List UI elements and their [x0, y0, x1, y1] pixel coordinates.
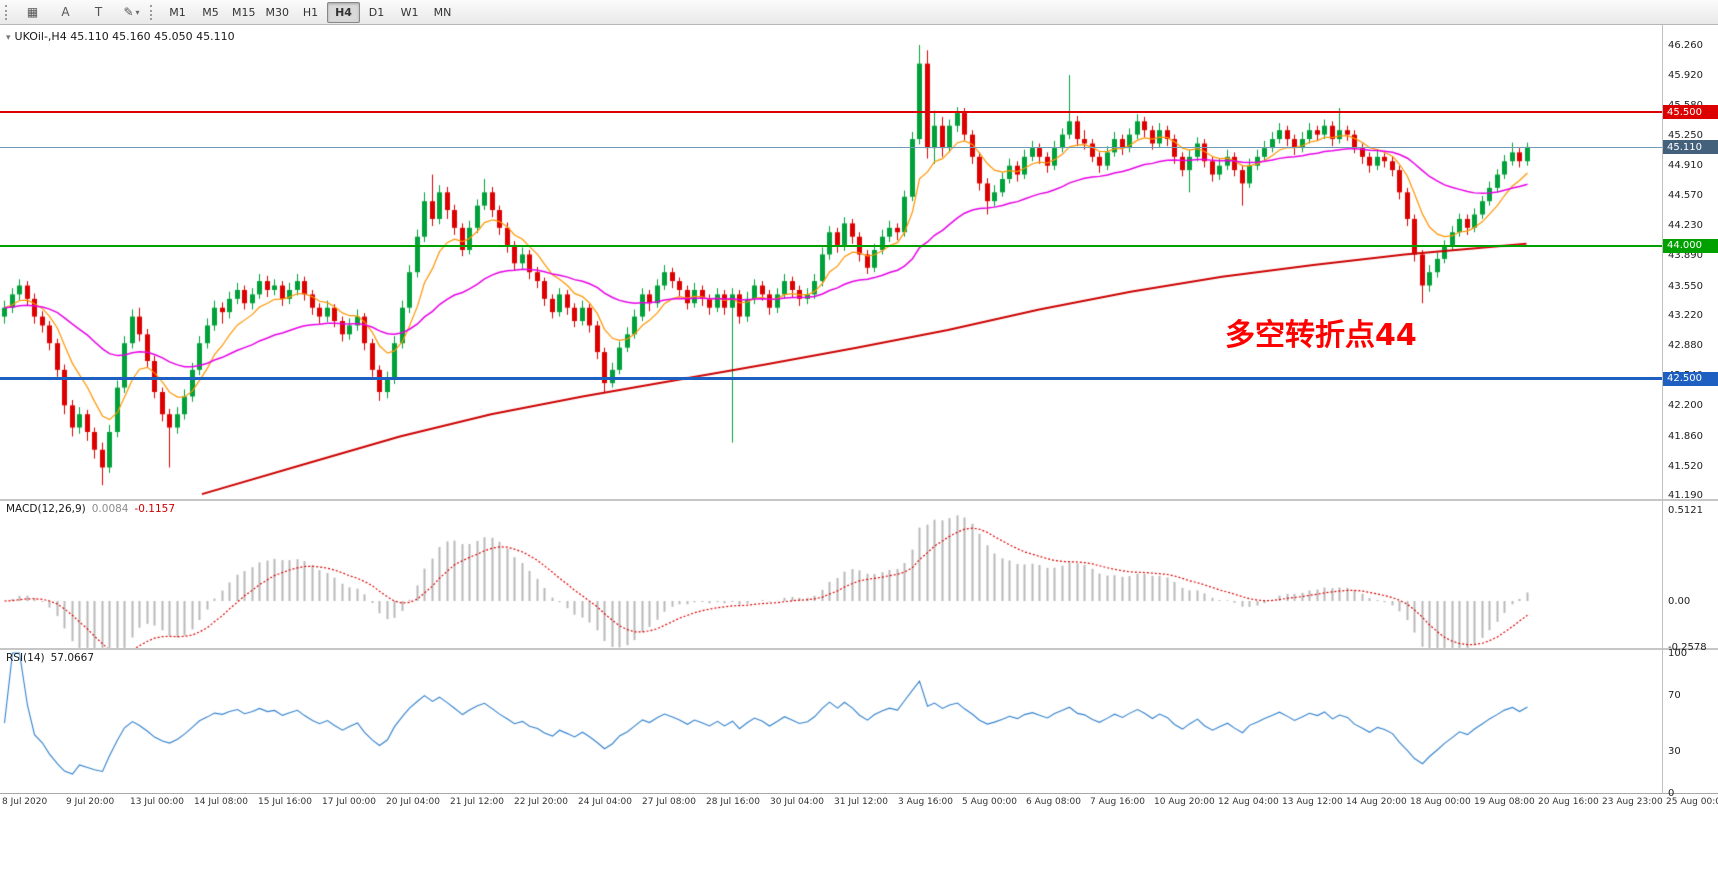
- label-tool-icon[interactable]: T: [94, 5, 103, 19]
- symbol-info: ▾ UKOil-,H4 45.110 45.160 45.050 45.110: [6, 30, 235, 43]
- chart-dropdown-icon[interactable]: ▾: [6, 33, 11, 43]
- time-axis-label: 21 Jul 12:00: [450, 797, 504, 807]
- timeframe-button-m15[interactable]: M15: [232, 5, 256, 19]
- resistance-line-price-tag: 45.500: [1663, 105, 1718, 120]
- time-axis-label: 30 Jul 04:00: [770, 797, 824, 807]
- time-axis-label: 17 Jul 00:00: [322, 797, 376, 807]
- price-axis-tick: 44.230: [1668, 220, 1703, 232]
- price-axis-tick: 44.570: [1668, 189, 1703, 201]
- time-axis-label: 10 Aug 20:00: [1154, 797, 1215, 807]
- rsi-name: RSI(14): [6, 652, 45, 664]
- macd-name: MACD(12,26,9): [6, 503, 86, 515]
- timeframe-button-m30[interactable]: M30: [265, 5, 290, 19]
- timeframe-button-h4[interactable]: H4: [327, 1, 360, 23]
- rsi-value: 57.0667: [50, 652, 95, 664]
- price-axis-tick: 46.260: [1668, 39, 1703, 51]
- timeframe-button-w1[interactable]: W1: [400, 5, 419, 19]
- time-axis-label: 31 Jul 12:00: [834, 797, 888, 807]
- pivot-line-price-tag: 44.000: [1663, 238, 1718, 253]
- time-axis-label: 20 Jul 04:00: [386, 797, 440, 807]
- macd-indicator-label: MACD(12,26,9) 0.0084 -0.1157: [6, 503, 175, 515]
- time-axis-label: 18 Aug 00:00: [1410, 797, 1471, 807]
- timeframe-button-h1[interactable]: H1: [302, 5, 319, 19]
- time-axis-label: 13 Aug 12:00: [1282, 797, 1343, 807]
- time-axis-label: 15 Jul 16:00: [258, 797, 312, 807]
- time-axis-label: 22 Jul 20:00: [514, 797, 568, 807]
- time-axis-label: 27 Jul 08:00: [642, 797, 696, 807]
- time-axis-label: 12 Aug 04:00: [1218, 797, 1279, 807]
- price-axis-line: [1662, 25, 1663, 794]
- time-axis-label: 8 Jul 2020: [2, 797, 48, 807]
- chart-window-icon[interactable]: ▦: [26, 5, 39, 19]
- time-axis-label: 23 Aug 23:00: [1602, 797, 1663, 807]
- pane-separator[interactable]: [0, 499, 1718, 501]
- timeframe-button-mn[interactable]: MN: [433, 5, 452, 19]
- price-axis-tick: 43.550: [1668, 280, 1703, 292]
- pane-separator[interactable]: [0, 648, 1718, 650]
- time-axis-label: 5 Aug 00:00: [962, 797, 1017, 807]
- time-axis-label: 19 Aug 08:00: [1474, 797, 1535, 807]
- rsi-indicator-label: RSI(14) 57.0667: [6, 652, 94, 664]
- price-axis-tick: 43.890: [1668, 250, 1703, 262]
- current-price-line-price-tag: 45.110: [1663, 140, 1718, 155]
- text-tool-icon[interactable]: A: [61, 5, 70, 19]
- time-axis-label: 24 Jul 04:00: [578, 797, 632, 807]
- rsi-axis-tick: 100: [1668, 648, 1688, 659]
- time-axis-label: 14 Jul 08:00: [194, 797, 248, 807]
- timeframe-button-m5[interactable]: M5: [202, 5, 219, 19]
- macd-axis-tick: 0.00: [1668, 596, 1691, 607]
- time-axis-label: 28 Jul 16:00: [706, 797, 760, 807]
- draw-tools-icon[interactable]: ✎ ▾: [123, 5, 140, 19]
- toolbar: ▦ A T ✎ ▾ M1 M5 M15 M30 H1 H4 D1 W1 MN: [0, 0, 1718, 25]
- current-price-line[interactable]: [0, 146, 1662, 148]
- price-axis-tick: 44.910: [1668, 159, 1703, 171]
- price-axis-tick: 45.920: [1668, 70, 1703, 82]
- chart-annotation-text: 多空转折点44: [1225, 318, 1417, 353]
- price-axis-tick: 41.520: [1668, 460, 1703, 472]
- price-axis-tick: 45.250: [1668, 129, 1703, 141]
- toolbar-grip[interactable]: [150, 4, 155, 20]
- price-axis-tick: 42.880: [1668, 339, 1703, 351]
- price-axis-tick: 41.860: [1668, 430, 1703, 442]
- time-axis-label: 3 Aug 16:00: [898, 797, 953, 807]
- price-axis-tick: 42.200: [1668, 400, 1703, 412]
- time-axis-label: 7 Aug 16:00: [1090, 797, 1145, 807]
- time-axis-label: 6 Aug 08:00: [1026, 797, 1081, 807]
- time-axis-label: 9 Jul 20:00: [66, 797, 115, 807]
- rsi-axis-tick: 70: [1668, 690, 1681, 701]
- macd-main-value: 0.0084: [91, 503, 129, 515]
- toolbar-grip[interactable]: [5, 4, 10, 20]
- time-axis-label: 20 Aug 16:00: [1538, 797, 1599, 807]
- price-axis-tick: 41.190: [1668, 490, 1703, 501]
- pivot-line[interactable]: [0, 244, 1662, 247]
- macd-axis-tick: 0.5121: [1668, 504, 1703, 516]
- support-line-price-tag: 42.500: [1663, 371, 1718, 386]
- time-axis-label: 25 Aug 00:00: [1666, 797, 1718, 807]
- timeframe-button-d1[interactable]: D1: [368, 5, 385, 19]
- time-axis-line: [0, 793, 1718, 794]
- time-axis-label: 14 Aug 20:00: [1346, 797, 1407, 807]
- macd-axis-tick: -0.2578: [1668, 641, 1707, 653]
- chevron-down-icon: ▾: [135, 7, 140, 17]
- symbol-ohlc-text: UKOil-,H4 45.110 45.160 45.050 45.110: [14, 30, 235, 43]
- support-line[interactable]: [0, 377, 1662, 381]
- time-axis-label: 13 Jul 00:00: [130, 797, 184, 807]
- rsi-axis-tick: 30: [1668, 746, 1681, 757]
- rsi-axis-tick: 0: [1668, 788, 1675, 799]
- macd-signal-value: -0.1157: [134, 503, 176, 515]
- resistance-line[interactable]: [0, 111, 1662, 114]
- timeframe-button-m1[interactable]: M1: [169, 5, 186, 19]
- price-axis-tick: 43.220: [1668, 309, 1703, 321]
